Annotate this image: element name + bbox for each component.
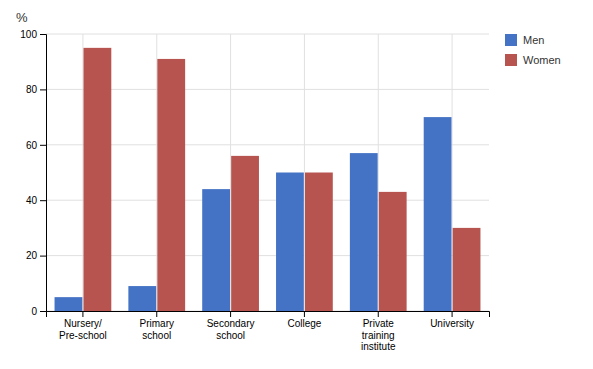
tick-label: Secondaryschool [207,318,255,341]
tick: College [287,311,321,329]
tick-mark [40,200,46,201]
tick-label-line: College [287,318,321,329]
bar-series [83,48,480,311]
bar [305,173,333,312]
y-axis: 0 20 40 60 80 100 [20,29,46,317]
tick-label-line: Private [363,318,395,329]
grid-line-y [46,255,489,256]
tick-label-line: school [216,330,245,341]
tick-label-line: Pre-school [59,330,107,341]
tick-label: 0 [31,306,37,317]
tick-label-line: Secondary [207,318,255,329]
grid-line-x [378,34,379,311]
bar [128,286,156,311]
tick-mark [40,34,46,35]
chart-container: 020406080100Nursery/Pre-schoolPrimarysch… [0,0,593,369]
legend-item: Men [505,34,544,46]
y-label: % [16,10,28,25]
tick: Primaryschool [140,311,174,341]
tick-label: 20 [26,250,38,261]
tick-label-line: University [430,318,474,329]
tick: Nursery/Pre-school [59,311,107,341]
tick-mark [378,311,379,317]
tick-label: Nursery/Pre-school [59,318,107,341]
bar [55,297,83,311]
tick-label-line: Nursery/ [64,318,102,329]
tick-label-line: training [362,330,395,341]
tick-label: University [430,318,474,329]
bar [157,59,185,311]
tick: 60 [26,140,46,151]
tick-mark [230,311,231,317]
tick-label-line: school [142,330,171,341]
grid-line-x [230,34,231,311]
tick-mark [40,256,46,257]
bar-series [55,117,452,311]
legend-label: Women [523,54,561,66]
grid-line-y [46,200,489,201]
legend-swatch [505,34,517,46]
grid-line-y [46,34,489,35]
grid [46,34,489,311]
bar [276,173,304,312]
bars [55,48,481,311]
grid-line-y [46,144,489,145]
x-axis: Nursery/Pre-schoolPrimaryschoolSecondary… [47,311,490,352]
tick: University [430,311,474,329]
tick-mark [82,311,83,317]
chart: 020406080100Nursery/Pre-schoolPrimarysch… [0,0,593,369]
tick: 40 [26,195,46,206]
tick-label: Privatetraininginstitute [361,318,396,352]
grid-line-x [452,34,453,311]
bar [202,189,230,311]
tick: 20 [26,250,46,261]
tick-label: 100 [20,29,37,40]
tick-mark [40,145,46,146]
bar [231,156,259,311]
tick: 0 [31,306,46,317]
axis-line [40,35,47,312]
legend-swatch [505,54,517,66]
tick: Privatetraininginstitute [361,311,396,352]
tick-label-line: institute [361,341,396,352]
bar [83,48,111,311]
tick-mark [156,311,157,317]
bar [379,192,407,311]
bar [424,117,452,311]
tick-mark [40,311,46,312]
grid-line-x [156,34,157,311]
bar [453,228,481,311]
legend: Men Women [505,34,561,66]
tick-label-line: Primary [140,318,174,329]
grid-line-x [82,34,83,311]
bar [350,153,378,311]
legend-label: Men [523,34,544,46]
tick: 100 [20,29,46,40]
grid-line-x [304,34,305,311]
tick-label: 80 [26,84,38,95]
legend-item: Women [505,54,561,66]
axis-line [47,312,490,318]
tick-mark [304,311,305,317]
tick-label: 40 [26,195,38,206]
tick: Secondaryschool [207,311,255,341]
tick: 80 [26,84,46,95]
tick-label: 60 [26,140,38,151]
tick-mark [40,89,46,90]
tick-label: College [287,318,321,329]
grid-line-y [46,89,489,90]
tick-label: Primaryschool [140,318,174,341]
tick-mark [452,311,453,317]
